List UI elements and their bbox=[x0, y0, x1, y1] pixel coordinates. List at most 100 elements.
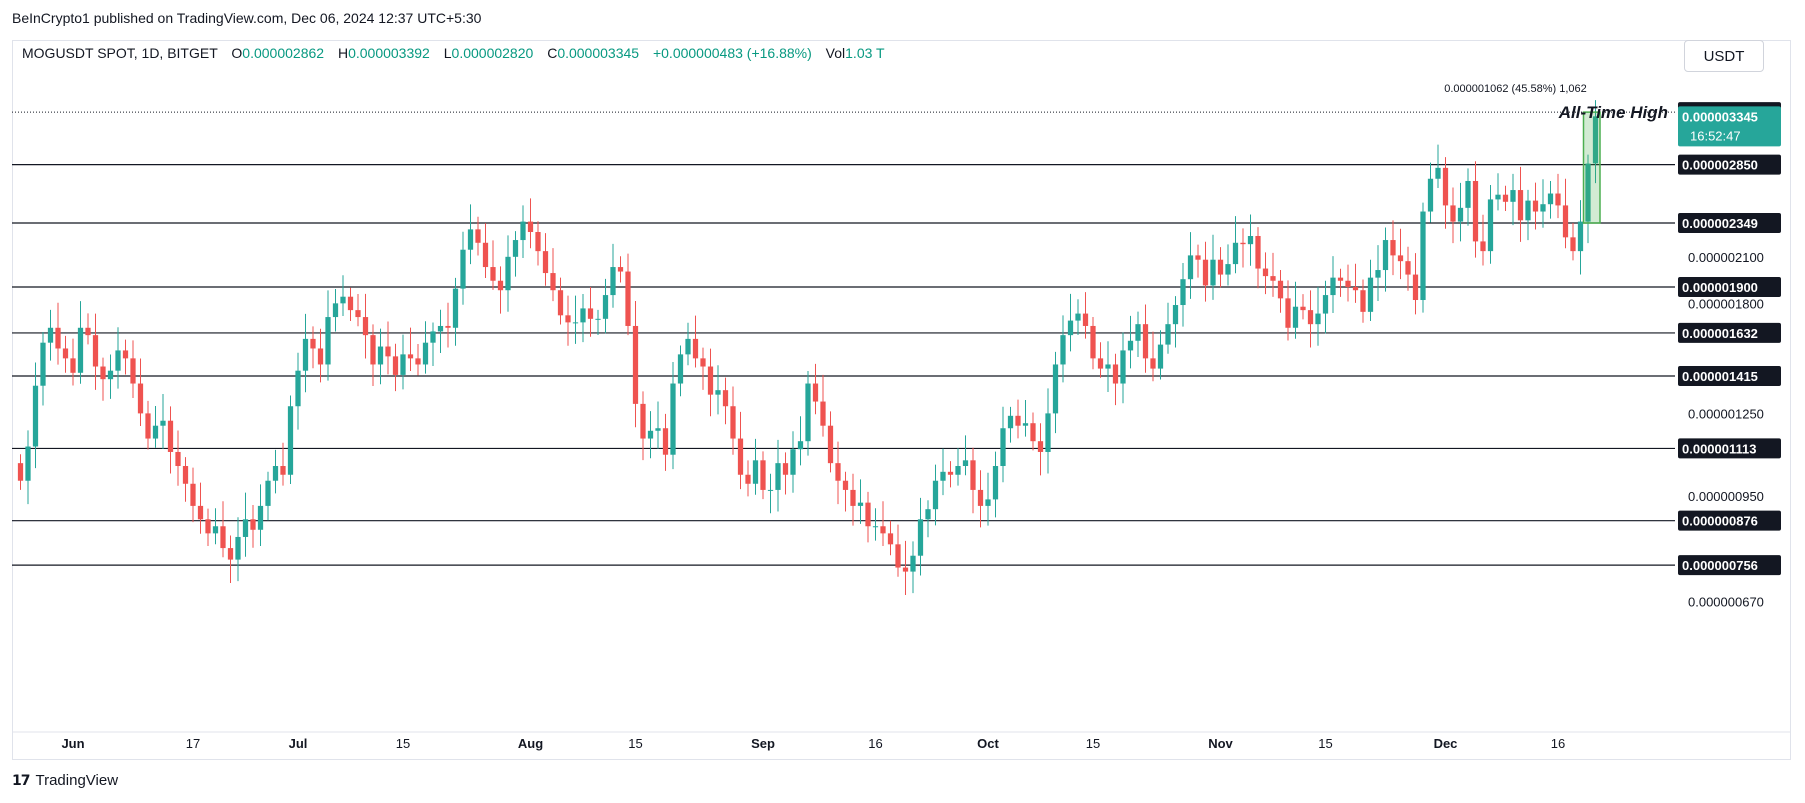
candle-body bbox=[1300, 306, 1306, 311]
candle-body bbox=[1060, 335, 1066, 365]
candle-body bbox=[325, 317, 331, 365]
candle-body bbox=[1202, 259, 1209, 286]
candle-body bbox=[1105, 364, 1111, 369]
tradingview-logo[interactable]: 17 TradingView bbox=[12, 772, 118, 789]
candle-body bbox=[272, 466, 279, 481]
candle-body bbox=[242, 519, 249, 537]
time-axis[interactable]: Jun 17 Jul 15 Aug 15 Sep 16 Oct 15 Nov 15 Dec 16 bbox=[12, 731, 1790, 751]
candle-body bbox=[700, 358, 706, 367]
candle-body bbox=[1000, 428, 1006, 467]
measure-box[interactable] bbox=[1582, 111, 1601, 224]
candle-body bbox=[505, 256, 511, 291]
candle-body bbox=[1157, 344, 1164, 369]
candle-body bbox=[1382, 240, 1389, 271]
candle-body bbox=[145, 413, 151, 439]
candle-body bbox=[1037, 441, 1044, 452]
candle-body bbox=[1262, 268, 1269, 277]
candle-body bbox=[655, 428, 661, 431]
candle-body bbox=[1247, 235, 1254, 245]
price-axis[interactable]: 0.000002100 0.000001800 0.000001250 0.00000… bbox=[1678, 102, 1781, 610]
measure-label: 0.000001062 (45.58%) 1,062 bbox=[1444, 83, 1587, 95]
currency-button[interactable]: USDT bbox=[1684, 40, 1764, 72]
candle-body bbox=[130, 358, 136, 384]
candle-body bbox=[1127, 340, 1134, 351]
candle-body bbox=[1397, 255, 1404, 262]
candle-body bbox=[730, 406, 736, 439]
candle-body bbox=[617, 267, 624, 272]
candle-body bbox=[1360, 290, 1366, 312]
candle-body bbox=[805, 383, 811, 442]
candle-body bbox=[580, 308, 586, 323]
candle-body bbox=[1367, 277, 1374, 312]
candle-body bbox=[1195, 255, 1201, 260]
candle-body bbox=[1187, 255, 1194, 280]
time-tick-label: 15 bbox=[1086, 736, 1100, 751]
candle-body bbox=[1472, 180, 1479, 242]
level-price-badge bbox=[1678, 154, 1781, 175]
candle-body bbox=[535, 232, 541, 252]
time-tick-label: Jul bbox=[289, 736, 308, 751]
last-price-badge bbox=[1678, 106, 1781, 147]
chart-frame bbox=[12, 40, 1791, 760]
candle-body bbox=[857, 502, 864, 506]
candle-body bbox=[767, 489, 774, 491]
candle-body bbox=[370, 335, 376, 365]
candle-body bbox=[1435, 167, 1441, 179]
legend-open-value: 0.000002862 bbox=[242, 45, 325, 61]
candle-body bbox=[1495, 194, 1501, 200]
time-tick-label: Jun bbox=[61, 736, 84, 751]
candle-body bbox=[602, 295, 609, 319]
candle-body bbox=[1337, 277, 1344, 281]
candle-body bbox=[640, 403, 646, 439]
candle-body bbox=[1420, 211, 1426, 301]
chart-plot[interactable]: 0.000001062 (45.58%) 1,062 All-Time High bbox=[12, 83, 1675, 595]
publish-caption: BeInCrypto1 published on TradingView.com… bbox=[12, 10, 482, 26]
candle-body bbox=[1210, 259, 1216, 286]
tradingview-brand: TradingView bbox=[35, 772, 119, 789]
candle-body bbox=[632, 325, 639, 404]
candle-body bbox=[1112, 364, 1119, 384]
candle-body bbox=[422, 342, 429, 365]
candle-body bbox=[235, 536, 241, 560]
candle-body bbox=[295, 370, 301, 407]
candle-body bbox=[55, 327, 61, 349]
candle-body bbox=[722, 390, 729, 407]
candle-body bbox=[550, 273, 556, 291]
candle-body bbox=[190, 483, 196, 506]
legend-close-value: 0.000003345 bbox=[557, 45, 640, 61]
time-tick-label: Oct bbox=[977, 736, 999, 751]
candle-body bbox=[880, 526, 886, 534]
candle-body bbox=[317, 348, 324, 365]
candle-body bbox=[415, 358, 421, 365]
candle-body bbox=[932, 480, 939, 510]
candle-body bbox=[985, 499, 991, 506]
candle-body bbox=[940, 471, 946, 481]
candle-body bbox=[475, 229, 481, 243]
candle-body bbox=[1082, 313, 1089, 326]
candle-body bbox=[962, 460, 969, 467]
candle-body bbox=[32, 385, 39, 447]
level-price-badge bbox=[1678, 322, 1781, 343]
level-price-label: 0.000002850 bbox=[1682, 158, 1758, 173]
candle-body bbox=[220, 526, 226, 549]
candle-body bbox=[970, 460, 976, 490]
price-tick-label: 0.000000670 bbox=[1688, 595, 1764, 610]
symbol-legend: MOGUSDT SPOT, 1D, BITGET O0.000002862 H0… bbox=[22, 45, 885, 61]
candle-body bbox=[1240, 242, 1246, 245]
candle-body bbox=[842, 480, 849, 490]
candle-body bbox=[520, 221, 526, 241]
candle-body bbox=[137, 383, 144, 414]
candle-body bbox=[355, 310, 361, 318]
candle-body bbox=[1525, 200, 1531, 221]
candle-body bbox=[925, 509, 931, 520]
candle-body bbox=[797, 441, 804, 450]
candle-body bbox=[820, 401, 826, 426]
candle-body bbox=[1457, 207, 1464, 222]
candle-body bbox=[782, 463, 789, 475]
candle-body bbox=[1487, 199, 1494, 252]
legend-symbol[interactable]: MOGUSDT SPOT, 1D, BITGET bbox=[22, 45, 218, 61]
time-tick-label: 16 bbox=[1551, 736, 1565, 751]
level-price-badge bbox=[1678, 510, 1781, 531]
candle-body bbox=[1030, 423, 1036, 442]
